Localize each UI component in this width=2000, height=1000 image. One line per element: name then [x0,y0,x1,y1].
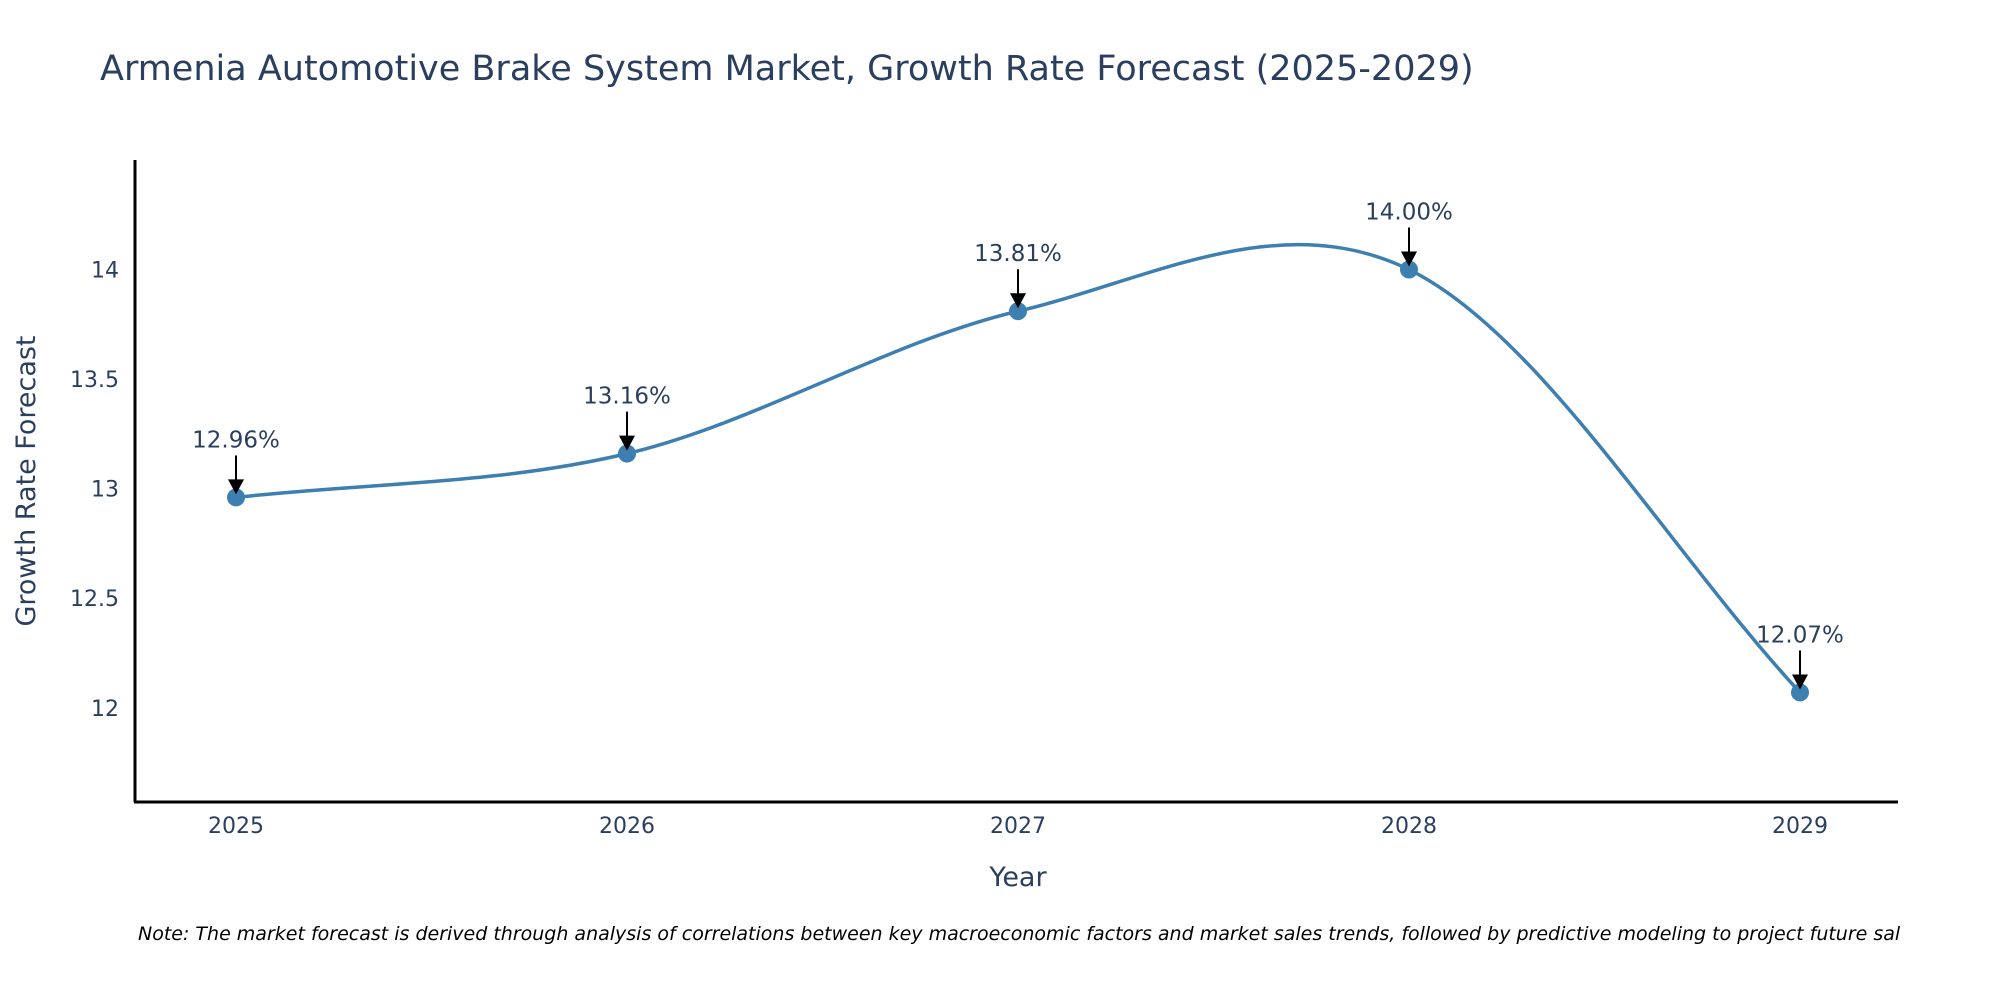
annotation-arrowhead [619,435,635,451]
y-tick-label: 14 [91,259,119,284]
growth-rate-line [235,242,1802,694]
y-tick-labels: 12 12.5 13 13.5 14 [70,259,119,722]
data-point-marker [1791,683,1809,702]
data-annotations: 12.96% 13.16% 13.81% 14.00% 12.07% [192,200,1844,690]
y-tick-label: 12 [91,697,119,722]
x-tick-labels: 2025 2026 2027 2028 2029 [208,814,1828,839]
x-tick-label: 2025 [208,814,264,839]
data-point-marker [618,444,636,463]
data-label: 13.81% [974,241,1062,267]
data-label: 13.16% [583,384,671,410]
annotation-arrowhead [1010,293,1026,309]
data-points [227,260,1809,702]
annotation-arrowhead [1401,251,1417,267]
x-tick-label: 2029 [1772,814,1828,839]
data-label: 12.96% [192,427,280,453]
chart-note: Note: The market forecast is derived thr… [138,923,1901,945]
y-tick-label: 12.5 [70,587,119,612]
annotation-arrowhead [1792,674,1808,690]
data-point-marker [1400,260,1418,279]
y-tick-label: 13 [91,478,119,503]
x-axis-title: Year [988,862,1047,893]
chart-title: Armenia Automotive Brake System Market, … [100,49,1474,89]
x-tick-label: 2027 [990,814,1046,839]
data-label: 12.07% [1756,622,1844,648]
x-tick-label: 2028 [1381,814,1437,839]
plot-area: 12 12.5 13 13.5 14 2025 2026 2027 2028 2029 12.9… [70,160,1898,839]
x-tick-label: 2026 [599,814,655,839]
annotation-arrowhead [228,479,244,495]
data-point-marker [1009,302,1027,321]
y-tick-label: 13.5 [70,368,119,393]
data-point-marker [227,488,245,507]
y-axis-title: Growth Rate Forecast [11,335,42,626]
data-label: 14.00% [1365,200,1453,226]
